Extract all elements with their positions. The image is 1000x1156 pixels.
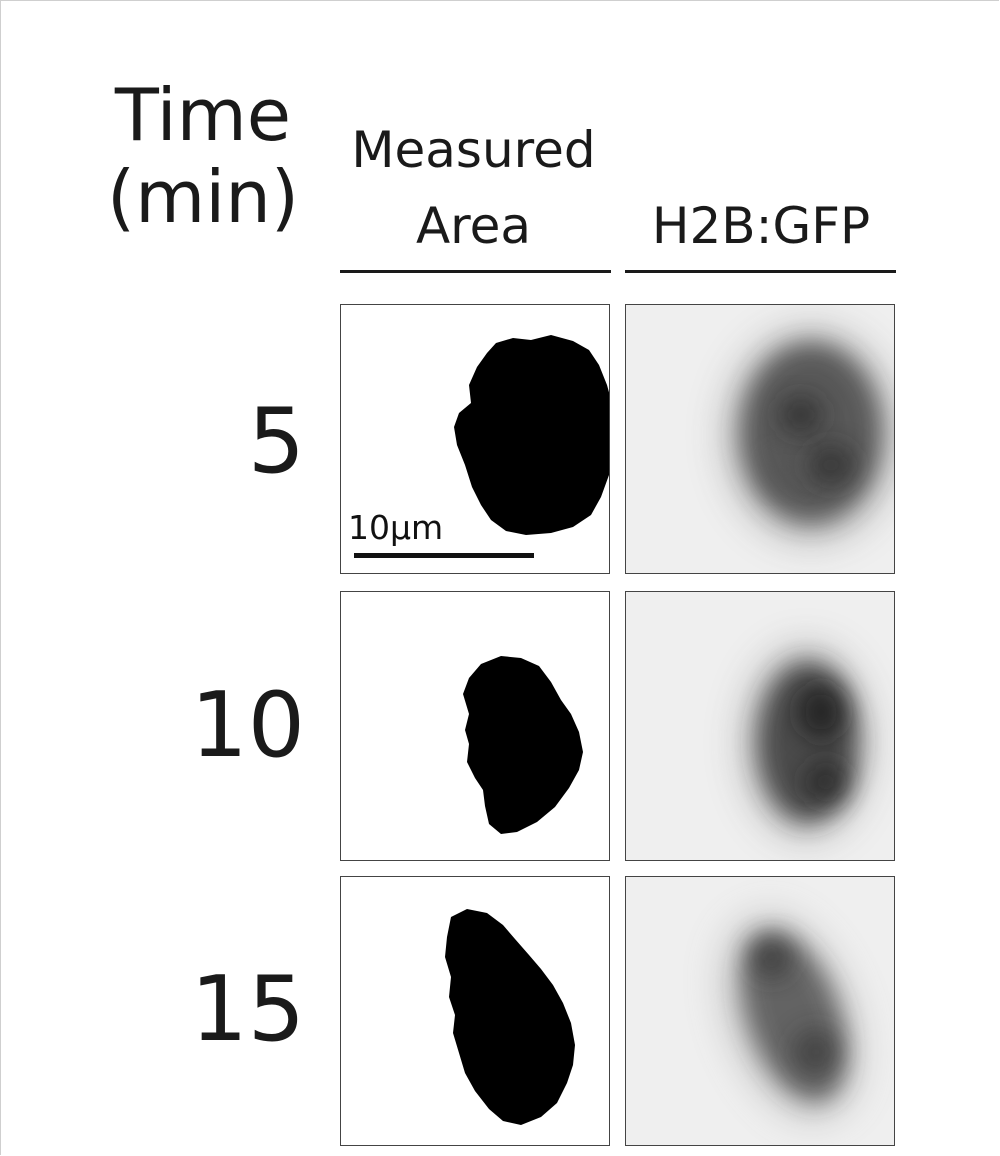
scale-bar bbox=[354, 553, 534, 558]
gfp-panel-15min bbox=[625, 876, 895, 1146]
nucleus-mask-10min bbox=[463, 656, 583, 834]
time-header-line2: (min) bbox=[107, 155, 299, 239]
mask-panel-15min bbox=[340, 876, 610, 1146]
time-header-line1: Time bbox=[114, 73, 292, 157]
measured-area-column-header: Measured Area bbox=[336, 112, 611, 264]
time-label-10: 10 bbox=[190, 673, 305, 778]
time-label-15: 15 bbox=[190, 957, 305, 1062]
measured-area-header-rule bbox=[340, 270, 611, 273]
scale-bar-label: 10µm bbox=[348, 508, 444, 547]
mask-panel-10min bbox=[340, 591, 610, 861]
nucleus-mask-5min bbox=[454, 335, 609, 535]
nucleus-mask-15min bbox=[445, 909, 575, 1125]
h2b-gfp-header-rule bbox=[625, 270, 896, 273]
gfp-panel-5min bbox=[625, 304, 895, 574]
measured-area-header-line2: Area bbox=[415, 197, 532, 255]
time-label-5: 5 bbox=[247, 389, 305, 494]
mask-panel-5min bbox=[340, 304, 610, 574]
time-column-header: Time (min) bbox=[96, 74, 310, 238]
h2b-gfp-column-header: H2B:GFP bbox=[651, 197, 871, 255]
gfp-panel-10min bbox=[625, 591, 895, 861]
measured-area-header-line1: Measured bbox=[351, 121, 596, 179]
